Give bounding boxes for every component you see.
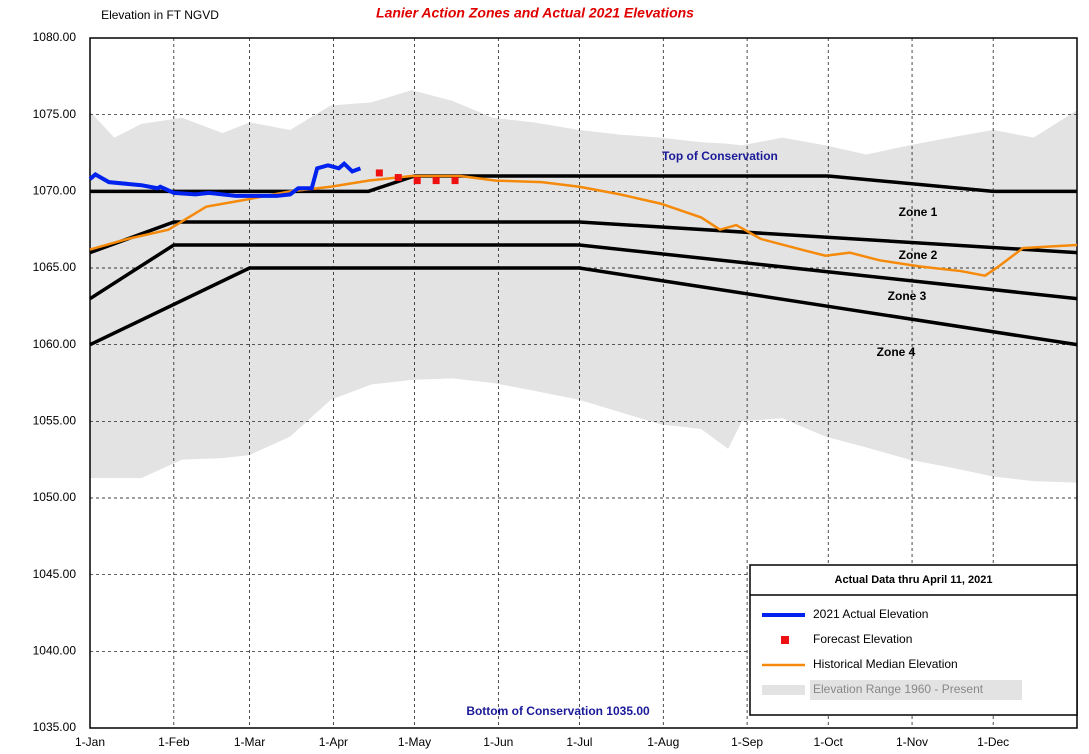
legend-swatch <box>762 685 805 695</box>
forecast-marker <box>413 177 421 185</box>
zone-line <box>89 243 1078 301</box>
legend-swatch <box>781 636 789 644</box>
forecast-marker <box>451 177 459 185</box>
annotation: Bottom of Conservation 1035.00 <box>466 704 650 718</box>
forecast-marker <box>432 177 440 185</box>
y-tick-label: 1065.00 <box>33 260 77 274</box>
series-line <box>89 174 1078 277</box>
x-tick-label: 1-Jan <box>75 735 105 749</box>
y-axis-label: Elevation in FT NGVD <box>101 8 219 22</box>
annotation: Zone 3 <box>888 289 927 303</box>
y-tick-label: 1075.00 <box>33 107 77 121</box>
x-tick-label: 1-Oct <box>814 735 844 749</box>
y-tick-label: 1035.00 <box>33 720 77 734</box>
chart-title: Lanier Action Zones and Actual 2021 Elev… <box>376 5 694 21</box>
x-tick-label: 1-Dec <box>977 735 1009 749</box>
range-band <box>90 90 1077 483</box>
x-tick-label: 1-Mar <box>234 735 265 749</box>
y-tick-label: 1055.00 <box>33 414 77 428</box>
legend-label: 2021 Actual Elevation <box>813 607 928 621</box>
legend-title: Actual Data thru April 11, 2021 <box>835 574 993 586</box>
annotation: Zone 1 <box>899 205 938 219</box>
annotation: Zone 2 <box>899 248 938 262</box>
legend-label: Elevation Range 1960 - Present <box>813 682 984 696</box>
x-tick-label: 1-Jul <box>566 735 592 749</box>
y-tick-label: 1080.00 <box>33 30 77 44</box>
legend-label: Forecast Elevation <box>813 632 912 646</box>
series-line <box>88 161 362 198</box>
zone-line <box>89 266 1078 347</box>
x-tick-label: 1-Jun <box>483 735 513 749</box>
annotation: Zone 4 <box>877 345 916 359</box>
x-tick-label: 1-Aug <box>647 735 679 749</box>
legend-label: Historical Median Elevation <box>813 657 958 671</box>
forecast-marker <box>375 169 383 177</box>
y-tick-label: 1070.00 <box>33 184 77 198</box>
y-tick-label: 1040.00 <box>33 644 77 658</box>
zone-line <box>90 174 1077 194</box>
annotation: Top of Conservation <box>662 149 778 163</box>
forecast-marker <box>394 174 402 182</box>
x-tick-label: 1-Apr <box>319 735 348 749</box>
y-tick-label: 1060.00 <box>33 337 77 351</box>
x-tick-label: 1-Nov <box>896 735 928 749</box>
y-tick-label: 1045.00 <box>33 567 77 581</box>
y-tick-label: 1050.00 <box>33 490 77 504</box>
x-tick-label: 1-Sep <box>731 735 763 749</box>
x-tick-label: 1-Feb <box>158 735 190 749</box>
plot-frame <box>89 37 1078 729</box>
legend-label-bg <box>810 680 1022 700</box>
x-tick-label: 1-May <box>398 735 431 749</box>
